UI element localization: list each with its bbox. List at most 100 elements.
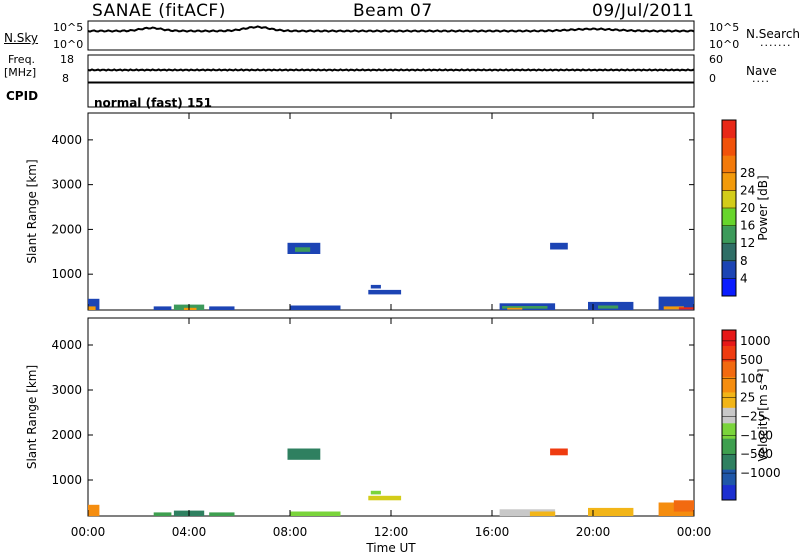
power-colorbar-segment — [722, 278, 736, 297]
nsky-tick-top: 10^5 — [53, 21, 84, 34]
freq-unit-label: [MHz] — [4, 66, 37, 79]
power-ytick-label: 3000 — [51, 178, 82, 192]
velocity-echo-region — [550, 448, 568, 456]
power-colorbar-segment — [722, 243, 736, 262]
velocity-echo-region — [673, 500, 694, 512]
velocity-colorbar-label: −500 — [740, 447, 773, 461]
velocity-echo-region — [529, 511, 556, 516]
power-echo-region — [88, 298, 100, 310]
nsky-label: N.Sky — [4, 31, 39, 45]
velocity-colorbar-title: Velocity [m s⁻¹] — [756, 368, 770, 461]
velocity-ytick-label: 3000 — [51, 383, 82, 397]
velocity-colorbar-segment — [722, 438, 736, 455]
velocity-echo-region — [370, 490, 381, 495]
velocity-colorbar-segment — [722, 453, 736, 470]
power-echo-region — [368, 289, 402, 295]
xtick-label: 00:00 — [677, 525, 712, 539]
power-colorbar-label: 28 — [740, 166, 755, 180]
velocity-colorbar-label: 500 — [740, 353, 763, 367]
velocity-echo-region — [153, 512, 172, 516]
power-echo-region — [183, 307, 197, 310]
power-colorbar-label: 20 — [740, 201, 755, 215]
power-ytick-label: 1000 — [51, 267, 82, 281]
power-colorbar-segment — [722, 155, 736, 174]
freq-label: Freq. — [8, 53, 36, 66]
noise-panel-frame — [87, 20, 695, 51]
power-colorbar-label: 4 — [740, 271, 748, 285]
freq-tick-top: 18 — [60, 53, 74, 66]
nsky-tick-bottom: 10^0 — [53, 38, 84, 51]
velocity-colorbar-segment — [722, 376, 736, 393]
velocity-colorbar-segment — [722, 345, 736, 362]
nave-tick-top: 60 — [709, 53, 723, 66]
noise-sky-line — [87, 25, 695, 33]
power-echo-region — [295, 247, 311, 252]
velocity-colorbar-segment — [722, 469, 736, 486]
power-colorbar-label: 24 — [740, 183, 755, 197]
velocity-colorbar-label: 1000 — [740, 334, 771, 348]
velocity-panel-frame — [87, 317, 695, 517]
power-colorbar-segment — [722, 190, 736, 209]
freq-line — [87, 68, 695, 72]
nsearch-legend: ······· — [760, 39, 792, 52]
nsearch-tick-bottom: 10^0 — [709, 38, 740, 51]
power-panel-frame — [87, 112, 695, 311]
velocity-colorbar-segment — [722, 484, 736, 501]
power-echo-region — [370, 284, 381, 289]
power-colorbar-segment — [722, 208, 736, 227]
velocity-colorbar-segment — [722, 407, 736, 424]
power-echo-region — [88, 306, 96, 310]
velocity-echo-region — [209, 512, 235, 516]
velocity-echo-region — [368, 495, 402, 501]
power-ytick-label: 4000 — [51, 133, 82, 147]
power-echo-region — [290, 305, 341, 310]
velocity-colorbar-frame — [721, 329, 737, 501]
date-title: 09/Jul/2011 — [592, 1, 695, 21]
power-echo-region — [678, 307, 694, 310]
velocity-echo-region — [499, 509, 556, 517]
velocity-colorbar-segment — [722, 360, 736, 377]
power-echo-region — [550, 242, 568, 250]
velocity-echo-region — [588, 507, 634, 516]
xtick-label: 08:00 — [273, 525, 308, 539]
velocity-colorbar-label: −25 — [740, 409, 765, 423]
freq-panel-frame — [87, 54, 695, 83]
power-colorbar-segment — [722, 172, 736, 191]
nsearch-tick-top: 10^5 — [709, 21, 740, 34]
beam-title: Beam 07 — [353, 1, 433, 21]
velocity-ytick-label: 4000 — [51, 338, 82, 352]
velocity-colorbar-label: 100 — [740, 372, 763, 386]
cpid-panel-frame — [87, 82, 695, 108]
power-colorbar-title: Power [dB] — [756, 175, 770, 240]
velocity-echo-region — [88, 504, 100, 517]
velocity-ylabel: Slant Range [km] — [25, 365, 39, 469]
xtick-label: 04:00 — [172, 525, 207, 539]
power-ytick-label: 2000 — [51, 222, 82, 236]
power-echo-region — [507, 307, 523, 310]
power-echo-region — [598, 305, 619, 309]
xtick-label: 16:00 — [475, 525, 510, 539]
power-colorbar-segment — [722, 137, 736, 156]
nave-legend: ···· — [752, 75, 770, 88]
velocity-colorbar-label: −1000 — [740, 466, 781, 480]
velocity-echo-region — [290, 511, 341, 516]
velocity-colorbar-label: −100 — [740, 428, 773, 442]
power-echo-region — [153, 306, 172, 310]
power-colorbar-label: 8 — [740, 254, 748, 268]
nsearch-label: N.Search — [746, 27, 800, 41]
power-echo-region — [209, 306, 235, 310]
velocity-colorbar-segment — [722, 391, 736, 408]
xtick-label: 12:00 — [374, 525, 409, 539]
power-colorbar-segment — [722, 260, 736, 279]
power-colorbar-segment — [722, 120, 736, 139]
xtick-label: 20:00 — [576, 525, 611, 539]
power-colorbar-label: 12 — [740, 236, 755, 250]
freq-tick-bottom: 8 — [62, 72, 69, 85]
power-echo-region — [502, 306, 548, 309]
velocity-colorbar-label: 25 — [740, 391, 755, 405]
cpid-label: CPID — [6, 89, 39, 103]
power-colorbar-segment — [722, 225, 736, 244]
xtick-label: 00:00 — [71, 525, 106, 539]
velocity-colorbar-segment — [722, 422, 736, 439]
